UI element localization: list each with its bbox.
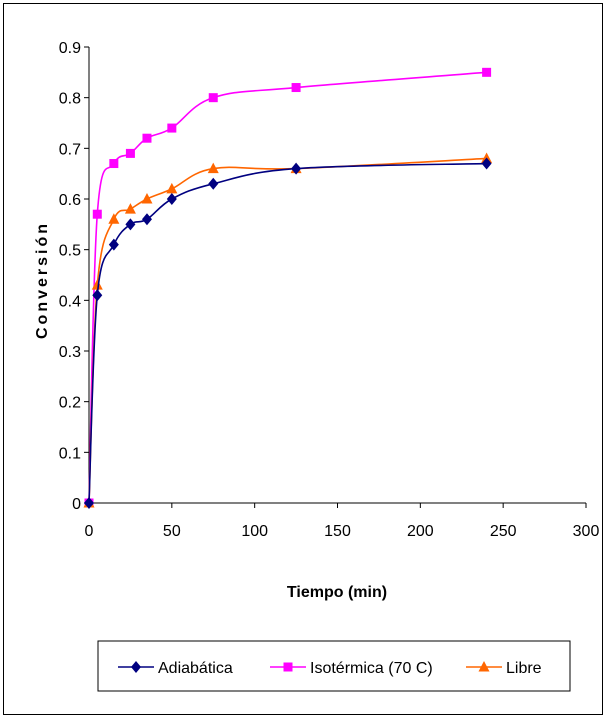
y-tick-label: 0.2: [59, 395, 81, 412]
x-tick-label: 200: [407, 523, 434, 540]
data-point: [108, 238, 119, 251]
legend-item: Adiabática: [118, 660, 233, 677]
data-point: [125, 218, 136, 231]
data-point: [166, 193, 177, 205]
data-point: [124, 203, 136, 214]
legend-label: Libre: [506, 660, 542, 677]
legend-marker: [131, 661, 141, 673]
legend-item: Libre: [466, 660, 542, 677]
series-layer: [83, 67, 493, 509]
y-tick-label: 0.4: [59, 293, 81, 310]
y-tick-label: 0.5: [59, 243, 81, 260]
y-tick-label: 0: [72, 496, 81, 513]
data-point: [109, 159, 119, 169]
data-point: [84, 497, 94, 509]
x-tick-label: 100: [241, 523, 268, 540]
data-point: [482, 67, 492, 77]
data-point: [291, 162, 302, 175]
axes: 0 0.1 0.2 0.3 0.4 0.5 0.6 0.7 0.8 0.9 0 50 100 150 200…: [59, 40, 600, 540]
x-tick-label: 150: [324, 523, 351, 540]
series-1: [84, 67, 492, 508]
data-point: [167, 123, 177, 133]
legend-label: Adiabática: [158, 660, 233, 677]
y-axis-title: Conversión: [34, 221, 51, 339]
data-point: [92, 289, 103, 302]
data-point: [141, 193, 153, 204]
x-tick-label: 300: [573, 523, 600, 540]
series-line: [88, 162, 487, 504]
y-tick-label: 0.1: [59, 445, 81, 462]
data-point: [208, 177, 219, 190]
data-point: [481, 157, 492, 170]
series-0: [84, 157, 492, 509]
series-line: [88, 157, 487, 504]
y-tick-label: 0.9: [59, 40, 81, 57]
x-tick-label: 0: [85, 523, 94, 540]
data-point: [91, 279, 103, 290]
data-point: [141, 213, 152, 226]
data-point: [291, 83, 301, 93]
legend-item: Isotérmica (70 C): [270, 660, 433, 677]
legend-marker: [478, 661, 490, 672]
legend-marker: [283, 662, 293, 672]
data-point: [142, 133, 152, 143]
y-tick-label: 0.7: [59, 141, 81, 158]
x-tick-label: 250: [490, 523, 517, 540]
series-2: [83, 152, 493, 508]
x-tick-label: 50: [163, 523, 181, 540]
x-axis-title: Tiempo (min): [287, 584, 387, 601]
legend-box: [97, 640, 571, 692]
legend: Adiabática Isotérmica (70 C) Libre: [97, 640, 571, 692]
data-point: [207, 162, 219, 174]
data-point: [125, 148, 135, 158]
data-point: [108, 213, 120, 224]
data-point: [166, 182, 178, 194]
legend-label: Isotérmica (70 C): [310, 660, 433, 677]
y-tick-label: 0.3: [59, 344, 81, 361]
data-point: [92, 209, 102, 219]
data-point: [208, 93, 218, 103]
y-tick-label: 0.8: [59, 91, 81, 108]
chart-frame: [3, 3, 603, 715]
y-tick-label: 0.6: [59, 192, 81, 209]
